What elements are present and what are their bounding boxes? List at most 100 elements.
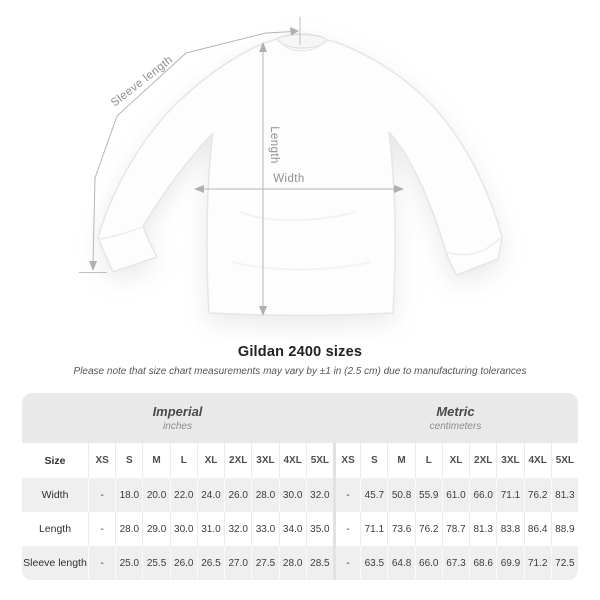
row-label-sleeve-length: Sleeve length: [22, 546, 88, 580]
length-arrow: [259, 42, 267, 316]
column-header-metric-s: S: [360, 443, 388, 478]
row-label-width: Width: [22, 478, 88, 512]
column-header-metric-2xl: 2XL: [469, 443, 497, 478]
cell-sleeve-length-imperial-5xl: 28.5: [305, 546, 333, 580]
cell-width-imperial-s: 18.0: [115, 478, 143, 512]
column-header-metric-xl: XL: [441, 443, 470, 478]
unit-group-imperial: Imperial inches: [22, 393, 333, 443]
cell-width-metric-2xl: 66.0: [469, 478, 497, 512]
unit-group-label: Metric: [436, 404, 475, 419]
column-header-imperial-2xl: 2XL: [224, 443, 252, 478]
diagram-canvas: Sleeve length Length Width: [79, 17, 503, 316]
unit-group-sublabel: centimeters: [429, 421, 482, 432]
cell-width-imperial-m: 20.0: [142, 478, 170, 512]
cell-width-imperial-3xl: 28.0: [251, 478, 279, 512]
column-header-imperial-5xl: 5XL: [305, 443, 333, 478]
cell-width-metric-5xl: 81.3: [550, 478, 578, 512]
cell-length-imperial-s: 28.0: [115, 512, 143, 546]
cell-sleeve-length-metric-4xl: 71.2: [523, 546, 551, 580]
cell-sleeve-length-metric-xs: -: [332, 546, 361, 580]
cell-width-imperial-l: 22.0: [169, 478, 197, 512]
cell-sleeve-length-imperial-2xl: 27.0: [224, 546, 252, 580]
shirt-measurement-diagram: Sleeve length Length Width: [79, 17, 503, 316]
cell-length-imperial-l: 30.0: [169, 512, 197, 546]
cell-sleeve-length-metric-xl: 67.3: [441, 546, 470, 580]
column-header-imperial-s: S: [115, 443, 143, 478]
cell-length-metric-2xl: 81.3: [469, 512, 497, 546]
column-header-imperial-xl: XL: [196, 443, 225, 478]
cell-width-imperial-xs: -: [88, 478, 116, 512]
size-chart-table: Imperial inches Metric centimeters Size X…: [22, 393, 578, 580]
width-label: Width: [273, 173, 304, 185]
cell-length-metric-3xl: 83.8: [496, 512, 524, 546]
shirt-illustration: [97, 33, 503, 316]
cell-length-metric-m: 73.6: [387, 512, 415, 546]
cell-sleeve-length-imperial-l: 26.0: [169, 546, 197, 580]
column-header-metric-xs: XS: [332, 443, 361, 478]
cell-length-metric-5xl: 88.9: [550, 512, 578, 546]
unit-group-sublabel: inches: [163, 421, 192, 432]
cell-sleeve-length-metric-5xl: 72.5: [550, 546, 578, 580]
column-header-imperial-4xl: 4XL: [278, 443, 306, 478]
wrinkle-line: [231, 261, 371, 271]
column-header-metric-5xl: 5XL: [550, 443, 578, 478]
cell-sleeve-length-imperial-xl: 26.5: [196, 546, 225, 580]
cell-width-metric-3xl: 71.1: [496, 478, 524, 512]
column-header-imperial-3xl: 3XL: [251, 443, 279, 478]
left-cuff-seam: [98, 226, 143, 240]
length-label: Length: [268, 126, 280, 164]
cell-length-imperial-m: 29.0: [142, 512, 170, 546]
column-header-imperial-m: M: [142, 443, 170, 478]
cell-width-metric-xl: 61.0: [441, 478, 470, 512]
sleeve-length-arrow: [79, 17, 301, 273]
cell-sleeve-length-metric-2xl: 68.6: [469, 546, 497, 580]
cell-length-metric-4xl: 86.4: [523, 512, 551, 546]
cell-sleeve-length-metric-s: 63.5: [360, 546, 388, 580]
cell-length-metric-l: 76.2: [414, 512, 442, 546]
page-title: Gildan 2400 sizes: [237, 344, 363, 360]
cell-width-metric-l: 55.9: [414, 478, 442, 512]
sleeve-length-label: Sleeve length: [109, 54, 175, 110]
cell-width-imperial-4xl: 30.0: [278, 478, 306, 512]
cell-width-imperial-5xl: 32.0: [305, 478, 333, 512]
cell-width-metric-4xl: 76.2: [523, 478, 551, 512]
column-header-metric-4xl: 4XL: [523, 443, 551, 478]
unit-group-metric: Metric centimeters: [332, 393, 578, 443]
column-header-metric-3xl: 3XL: [496, 443, 524, 478]
cell-length-imperial-xs: -: [88, 512, 116, 546]
column-header-imperial-l: L: [169, 443, 197, 478]
cell-length-metric-s: 71.1: [360, 512, 388, 546]
right-cuff-seam: [446, 237, 501, 256]
title-block: Gildan 2400 sizes Please note that size …: [0, 344, 600, 377]
cell-width-metric-xs: -: [332, 478, 361, 512]
row-label-length: Length: [22, 512, 88, 546]
wrinkle-line: [239, 211, 356, 222]
cell-sleeve-length-metric-l: 66.0: [414, 546, 442, 580]
cell-sleeve-length-imperial-s: 25.0: [115, 546, 143, 580]
cell-sleeve-length-imperial-xs: -: [88, 546, 116, 580]
cell-length-metric-xs: -: [332, 512, 361, 546]
column-header-metric-l: L: [414, 443, 442, 478]
cell-sleeve-length-metric-m: 64.8: [387, 546, 415, 580]
cell-sleeve-length-imperial-4xl: 28.0: [278, 546, 306, 580]
unit-group-label: Imperial: [152, 404, 203, 419]
cell-sleeve-length-imperial-3xl: 27.5: [251, 546, 279, 580]
cell-length-imperial-3xl: 33.0: [251, 512, 279, 546]
shirt-collar: [276, 34, 328, 49]
cell-length-imperial-xl: 31.0: [196, 512, 225, 546]
column-header-metric-m: M: [387, 443, 415, 478]
cell-length-imperial-5xl: 35.0: [305, 512, 333, 546]
cell-width-metric-m: 50.8: [387, 478, 415, 512]
width-arrow: [194, 185, 404, 193]
cell-sleeve-length-metric-3xl: 69.9: [496, 546, 524, 580]
cell-sleeve-length-imperial-m: 25.5: [142, 546, 170, 580]
cell-width-metric-s: 45.7: [360, 478, 388, 512]
shirt-body: [97, 33, 503, 316]
cell-width-imperial-2xl: 26.0: [224, 478, 252, 512]
cell-length-imperial-4xl: 34.0: [278, 512, 306, 546]
cell-length-metric-xl: 78.7: [441, 512, 470, 546]
tolerance-note: Please note that size chart measurements…: [73, 366, 527, 377]
size-column-header: Size: [22, 443, 88, 478]
collar-seam: [281, 43, 323, 52]
cell-length-imperial-2xl: 32.0: [224, 512, 252, 546]
